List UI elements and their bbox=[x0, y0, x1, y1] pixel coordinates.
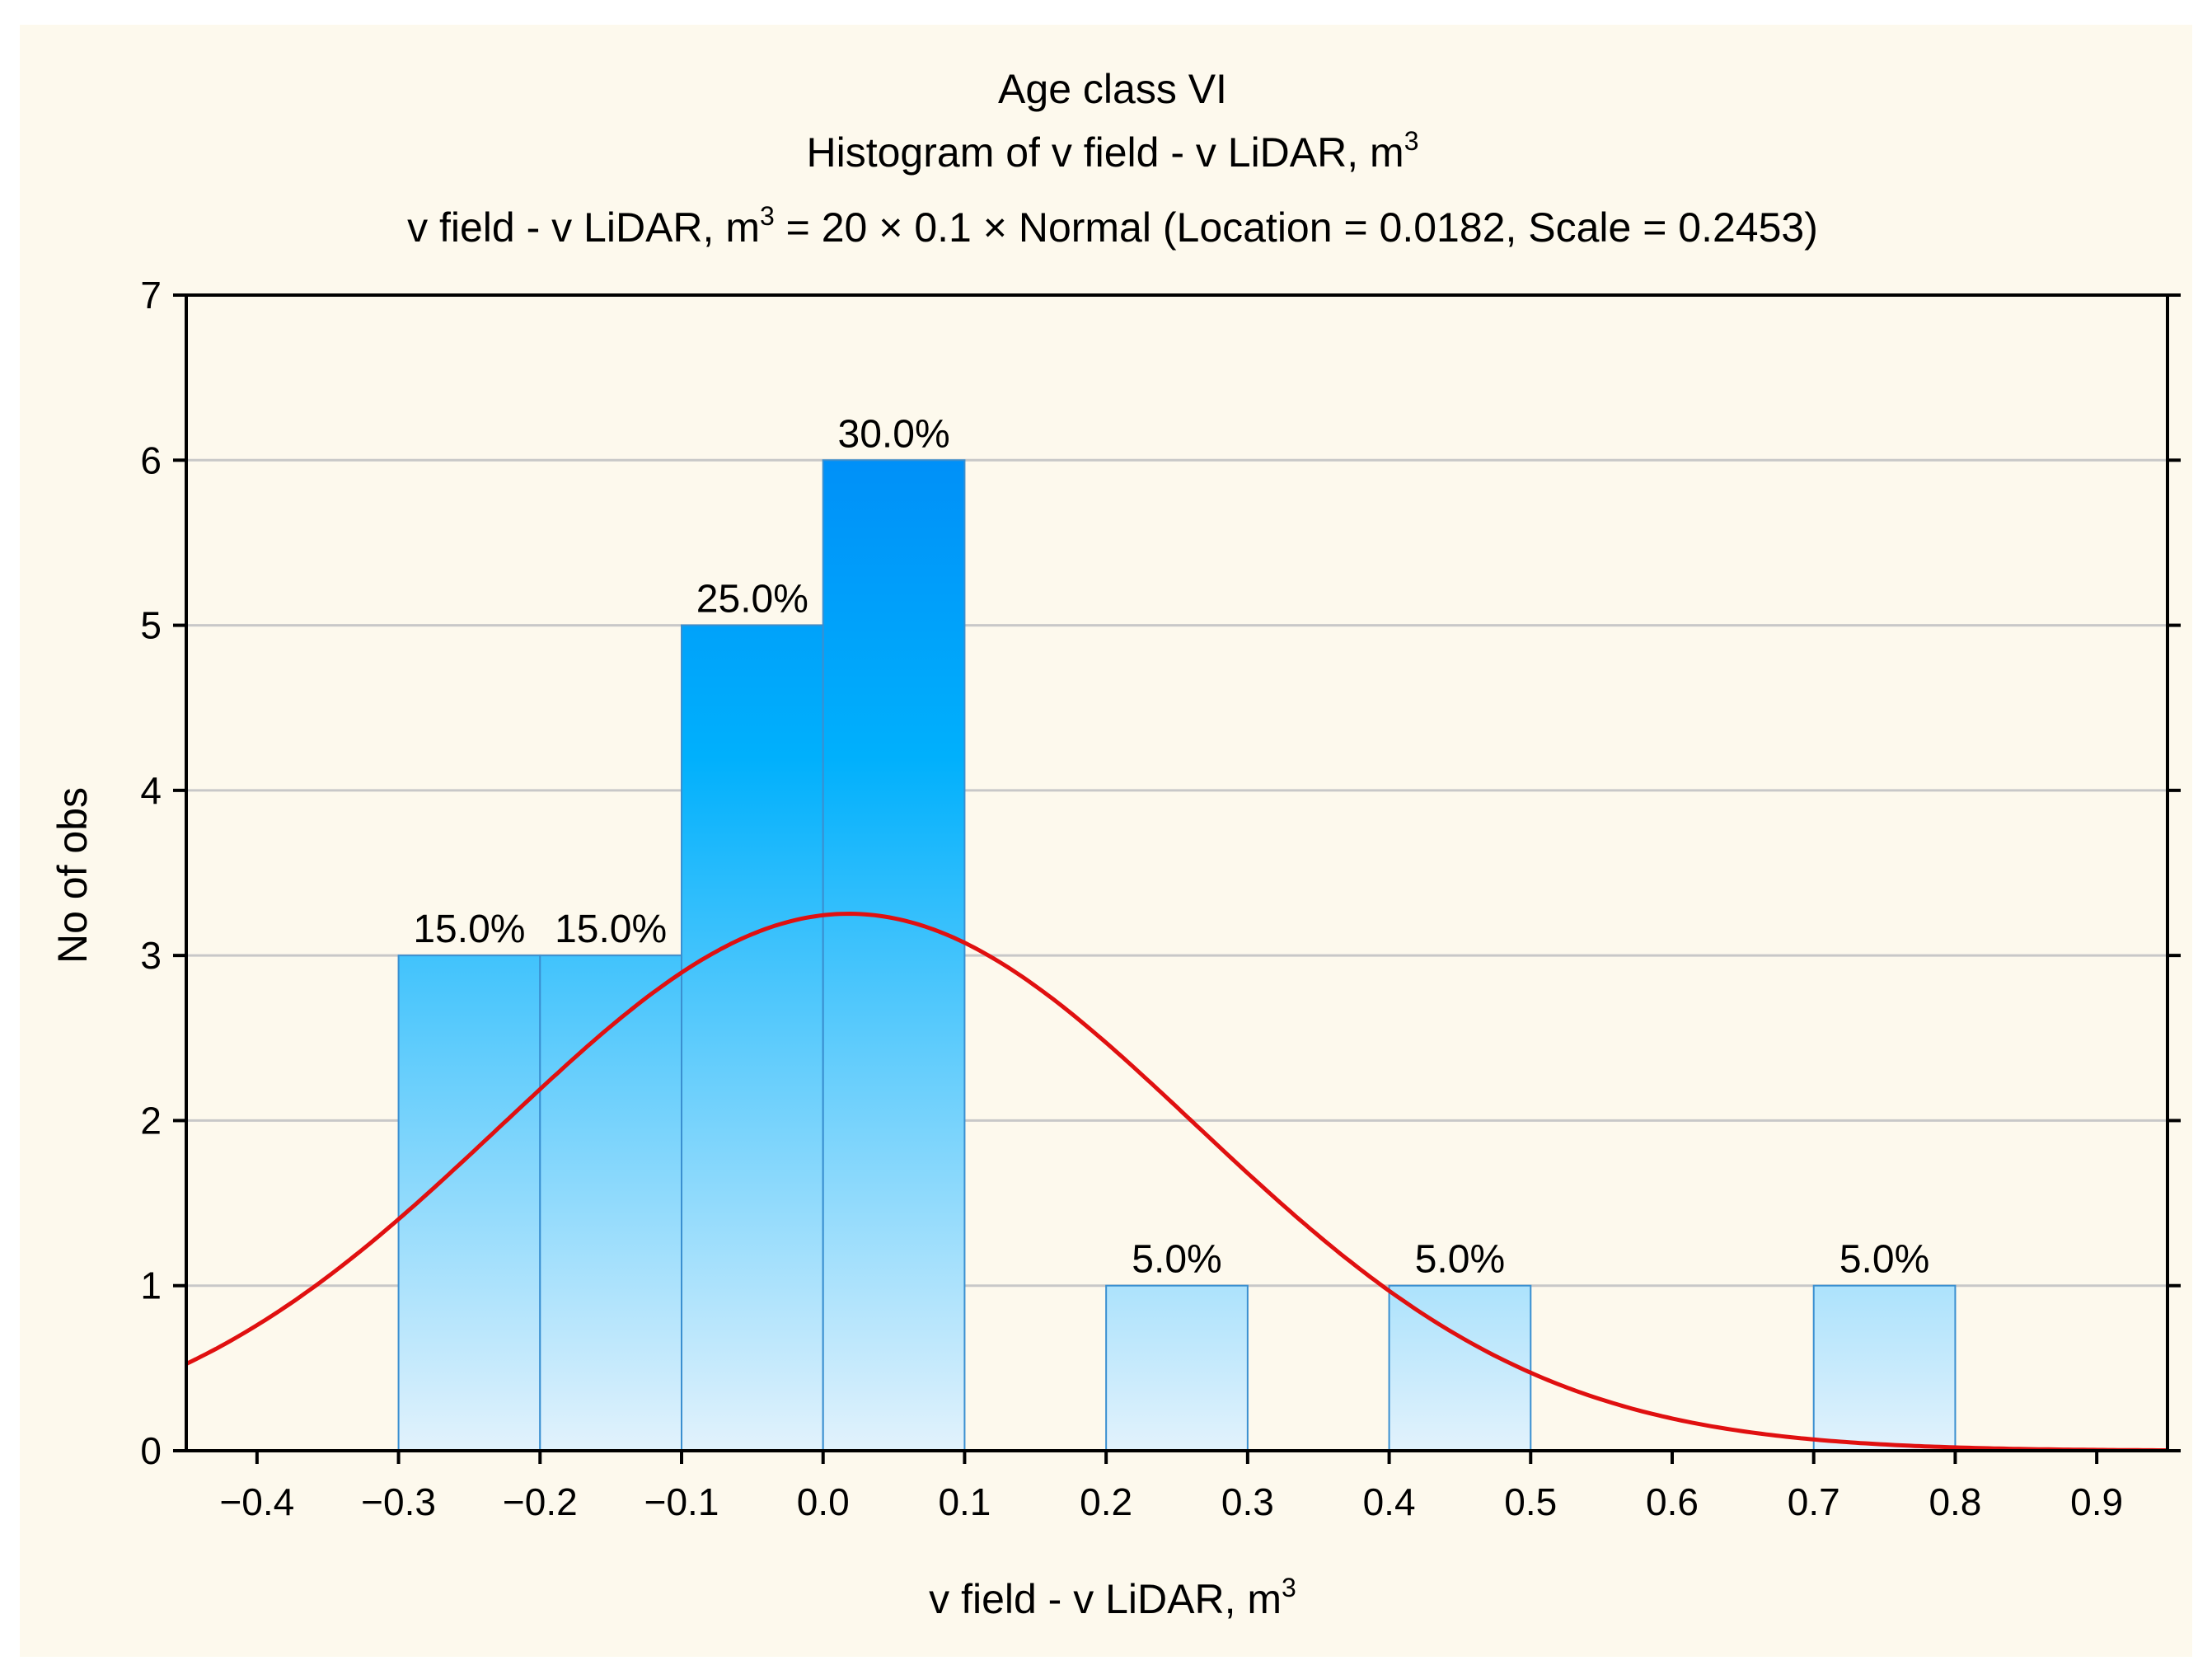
x-tick-label: 0.3 bbox=[1221, 1480, 1274, 1523]
histogram-bars bbox=[397, 459, 1957, 1452]
y-tick-label: 0 bbox=[140, 1429, 162, 1472]
chart-subtitle: Histogram of v field - v LiDAR, m3 bbox=[807, 126, 1419, 176]
bar-percentage-label: 5.0% bbox=[1132, 1238, 1221, 1282]
x-tick-label: 0.1 bbox=[938, 1480, 991, 1523]
y-tick-label: 7 bbox=[140, 274, 162, 317]
histogram-bar bbox=[1388, 1284, 1532, 1452]
plot-frame bbox=[185, 293, 2169, 1452]
fit-equation: v field - v LiDAR, m3 = 20 × 0.1 × Norma… bbox=[407, 201, 1818, 251]
y-axis-label: No of obs bbox=[49, 787, 96, 964]
bar-percentage-label: 15.0% bbox=[555, 908, 667, 951]
y-tick-label: 3 bbox=[140, 934, 162, 977]
bar-percentage-label: 5.0% bbox=[1839, 1238, 1929, 1282]
x-tick-label: 0.0 bbox=[797, 1480, 850, 1523]
chart-title: Age class VI bbox=[998, 66, 1227, 112]
x-tick-label: −0.4 bbox=[219, 1480, 294, 1523]
y-tick-label: 1 bbox=[140, 1264, 162, 1307]
normal-fit-curve bbox=[185, 911, 2167, 1452]
bar-percentage-labels: 15.0% 15.0% 25.0% 30.0% 5.0% 5.0% 5.0% bbox=[413, 412, 1929, 1281]
normal-fit-curve-group bbox=[185, 911, 2167, 1452]
x-axis-label: v field - v LiDAR, m3 bbox=[929, 1573, 1296, 1622]
x-tick-label: 0.5 bbox=[1504, 1480, 1557, 1523]
x-tick-label: 0.8 bbox=[1928, 1480, 1981, 1523]
x-axis-tick-labels: −0.4 −0.3 −0.2 −0.1 0.0 0.1 0.2 0.3 0.4 0.5 0.6 0.7… bbox=[219, 1480, 2123, 1523]
x-tick-label: −0.2 bbox=[503, 1480, 578, 1523]
x-tick-label: −0.3 bbox=[361, 1480, 436, 1523]
x-tick-label: 0.4 bbox=[1363, 1480, 1416, 1523]
histogram-bar bbox=[539, 955, 682, 1452]
axis-ticks bbox=[173, 293, 2181, 1464]
x-tick-label: −0.1 bbox=[644, 1480, 719, 1523]
x-tick-label: 0.6 bbox=[1646, 1480, 1699, 1523]
y-axis-tick-labels: 0 1 2 3 4 5 6 7 bbox=[140, 274, 162, 1472]
y-tick-label: 2 bbox=[140, 1099, 162, 1142]
x-tick-label: 0.9 bbox=[2070, 1480, 2123, 1523]
histogram-bar bbox=[1105, 1284, 1249, 1452]
histogram-bar bbox=[822, 459, 966, 1452]
y-tick-label: 6 bbox=[140, 439, 162, 481]
bar-percentage-label: 15.0% bbox=[413, 908, 525, 951]
y-tick-label: 5 bbox=[140, 604, 162, 647]
bar-percentage-label: 5.0% bbox=[1415, 1238, 1505, 1282]
bar-percentage-label: 30.0% bbox=[838, 412, 950, 456]
histogram-bar bbox=[681, 624, 824, 1452]
y-tick-label: 4 bbox=[140, 769, 162, 812]
x-tick-label: 0.2 bbox=[1080, 1480, 1132, 1523]
histogram-bar bbox=[1812, 1284, 1957, 1452]
x-tick-label: 0.7 bbox=[1788, 1480, 1840, 1523]
bar-percentage-label: 25.0% bbox=[696, 578, 808, 622]
